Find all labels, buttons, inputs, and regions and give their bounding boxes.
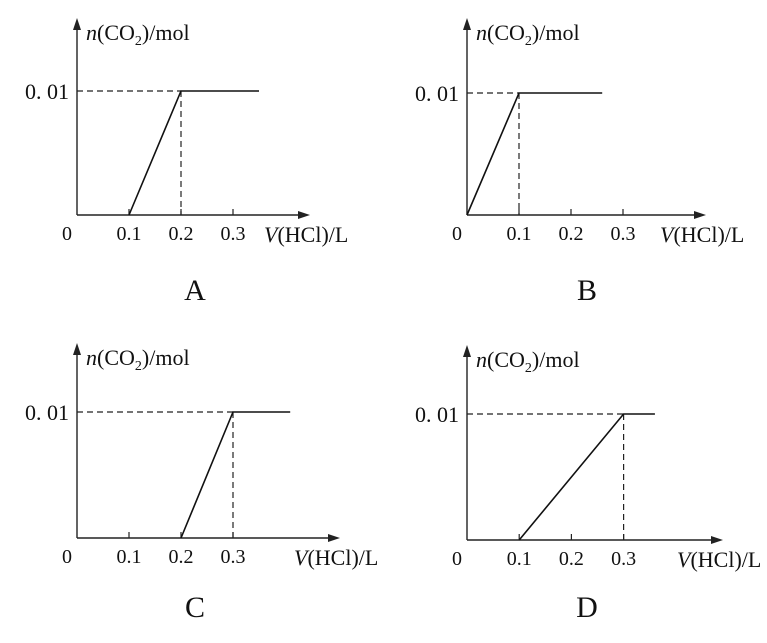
panel-letter: D [576,591,598,624]
y-axis-arrow [73,343,81,355]
x-tick-label: 0.2 [169,223,194,245]
y-axis-arrow [73,18,81,30]
y-tick-label: 0. 01 [25,400,69,425]
series-line [128,90,259,216]
series-line [466,92,603,216]
y-axis-arrow [463,18,471,30]
x-tick-label: 0.2 [169,546,194,568]
x-tick-label: 0.2 [559,223,584,245]
series-line [518,413,655,541]
x-tick-label: 0.3 [611,223,636,245]
chart-panel-a: 0.1 0.2 0.3 0 0. 01 n(CO2)/mol V(HCl)/L A [25,18,348,307]
x-axis-arrow [711,536,723,544]
y-axis-label: n(CO2)/mol [476,347,580,376]
origin-label: 0 [452,223,462,245]
chart-panel-c: 0.1 0.2 0.3 0 0. 01 n(CO2)/mol V(HCl)/L C [25,343,378,624]
y-tick-label: 0. 01 [415,402,459,427]
chart-panel-b: 0.1 0.2 0.3 0 0. 01 n(CO2)/mol V(HCl)/L B [415,18,744,307]
x-tick-label: 0.1 [117,223,142,245]
x-axis-arrow [328,534,340,542]
x-axis-label: V(HCl)/L [677,547,761,572]
x-tick-label: 0.1 [507,223,532,245]
origin-label: 0 [62,223,72,245]
x-tick-label: 0.1 [507,548,532,570]
origin-label: 0 [452,548,462,570]
y-axis-label: n(CO2)/mol [86,345,190,374]
x-axis-label: V(HCl)/L [660,222,744,247]
x-axis-label: V(HCl)/L [294,545,378,570]
y-axis-label: n(CO2)/mol [86,20,190,49]
x-tick-label: 0.3 [221,223,246,245]
panel-letter: A [184,274,206,307]
x-tick-label: 0.3 [611,548,636,570]
x-axis-arrow [694,211,706,219]
series-line [180,411,291,539]
y-axis-arrow [463,345,471,357]
x-axis-arrow [298,211,310,219]
y-tick-label: 0. 01 [25,79,69,104]
x-tick-label: 0.3 [221,546,246,568]
y-axis-label: n(CO2)/mol [476,20,580,49]
x-tick-label: 0.2 [559,548,584,570]
x-axis-label: V(HCl)/L [264,222,348,247]
panel-letter: B [577,274,597,307]
origin-label: 0 [62,546,72,568]
y-tick-label: 0. 01 [415,81,459,106]
x-tick-label: 0.1 [117,546,142,568]
panel-letter: C [185,591,205,624]
chart-panel-d: 0.1 0.2 0.3 0 0. 01 n(CO2)/mol V(HCl)/L D [415,345,761,624]
